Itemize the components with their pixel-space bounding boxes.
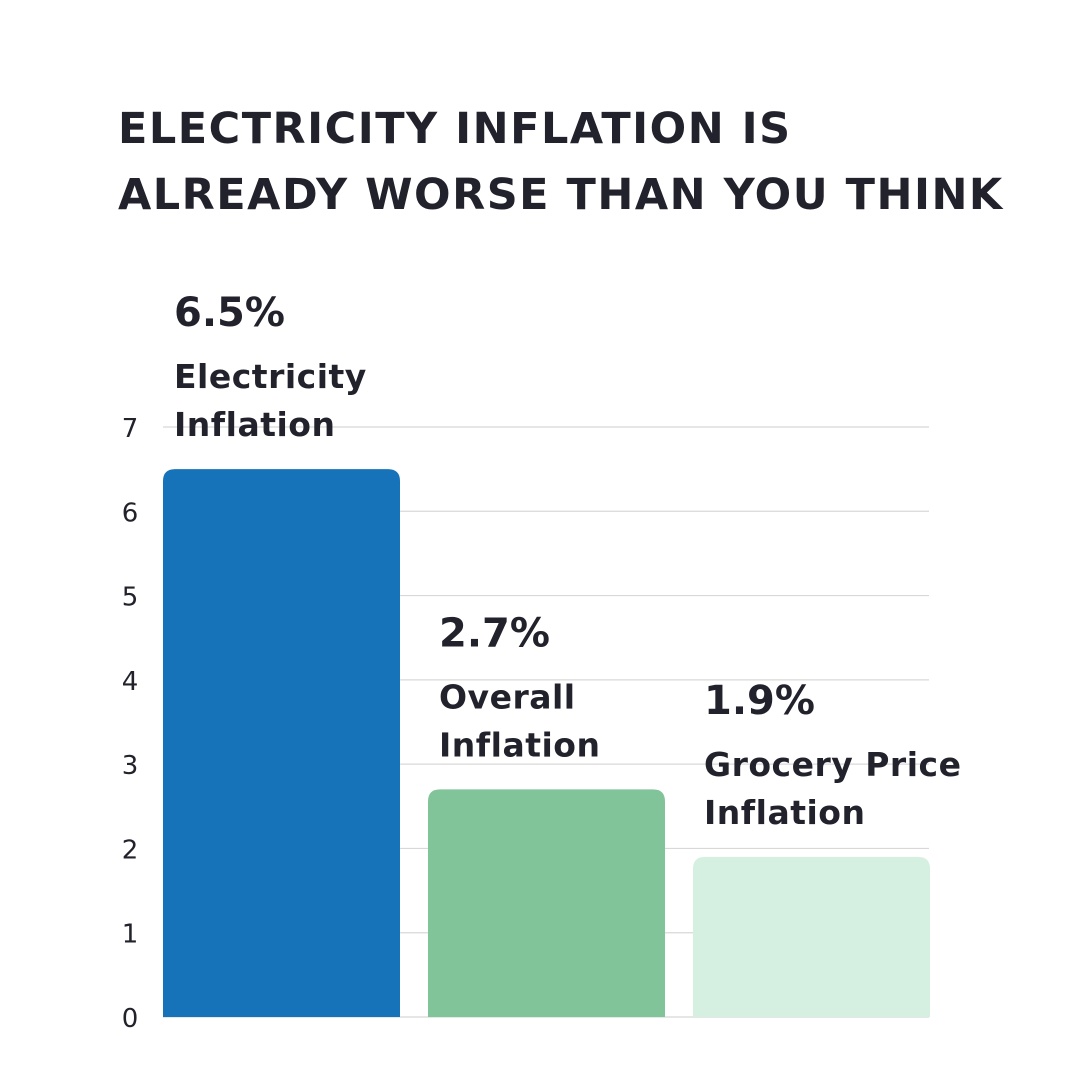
- bar-electricity-inflation: [163, 469, 400, 1018]
- y-tick-label-6: 6: [122, 498, 139, 528]
- bar-grocery-price-inflation: [693, 856, 930, 1017]
- data-label-1: 2.7%: [439, 610, 550, 656]
- category-label-0-line-1: Electricity: [174, 357, 367, 396]
- data-label-0: 6.5%: [174, 290, 285, 336]
- category-label-2-line-1: Grocery Price: [704, 745, 961, 784]
- y-tick-label-1: 1: [122, 920, 139, 950]
- data-label-2: 1.9%: [704, 678, 815, 724]
- category-label-2-line-2: Inflation: [704, 793, 865, 832]
- y-tick-label-0: 0: [122, 1004, 139, 1034]
- y-tick-label-3: 3: [122, 751, 139, 781]
- category-label-1-line-1: Overall: [439, 677, 576, 716]
- category-label-1-line-2: Inflation: [439, 725, 600, 764]
- bars: [163, 469, 930, 1018]
- y-tick-label-5: 5: [122, 583, 139, 613]
- category-label-0-line-2: Inflation: [174, 405, 335, 444]
- y-tick-label-7: 7: [122, 414, 139, 444]
- y-tick-label-4: 4: [122, 667, 139, 697]
- chart-title-line-1: ELECTRICITY INFLATION IS: [118, 104, 792, 154]
- y-axis-tick-labels: 0 1 2 3 4 5 6 7: [122, 414, 139, 1034]
- chart-title-line-2: ALREADY WORSE THAN YOU THINK: [118, 170, 1004, 220]
- y-tick-label-2: 2: [122, 835, 139, 865]
- bar-labels: 6.5% Electricity Inflation 2.7% Overall Infla…: [174, 290, 961, 832]
- chart-title: ELECTRICITY INFLATION IS ALREADY WORSE T…: [118, 96, 1038, 228]
- bar-overall-inflation: [428, 789, 665, 1017]
